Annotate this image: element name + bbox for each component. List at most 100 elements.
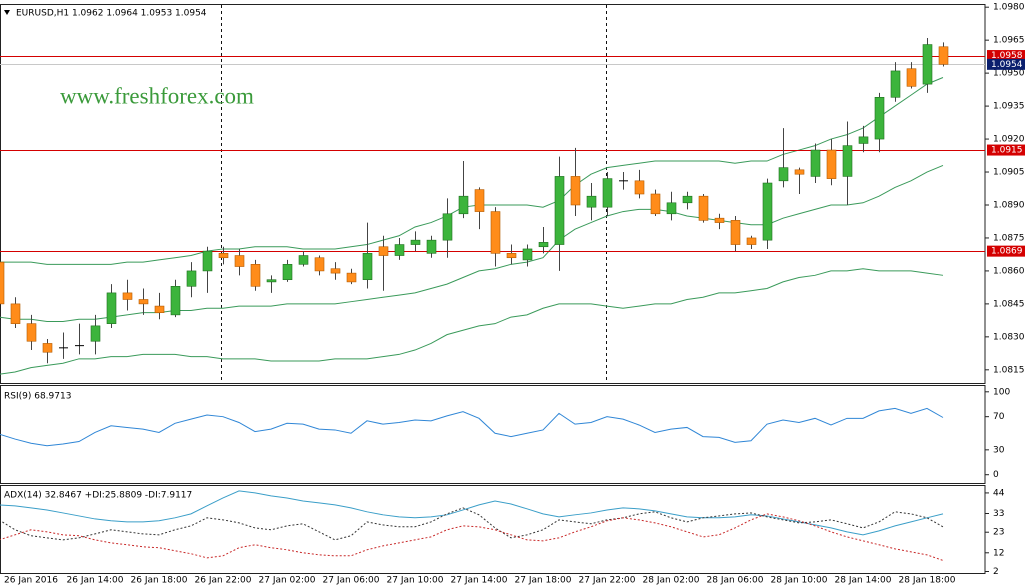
- candle-body: [682, 195, 693, 204]
- candle-body: [138, 299, 149, 305]
- candle-body: [666, 202, 677, 215]
- candle-body: [490, 211, 501, 254]
- candle-body: [314, 257, 325, 272]
- y-tick-label: 1.0890: [993, 200, 1025, 210]
- x-tick-label: 26 Jan 14:00: [67, 576, 124, 586]
- y-tick-label: 12: [993, 548, 1004, 558]
- y-tick-label: 100: [993, 387, 1010, 397]
- y-tick-label: 1.0980: [993, 3, 1025, 13]
- x-tick-label: 28 Jan 18:00: [899, 576, 956, 586]
- candle-body: [394, 244, 405, 256]
- y-tick-label: 33: [993, 509, 1004, 519]
- candle-body: [810, 149, 821, 177]
- y-tick-label: 1.0935: [993, 102, 1025, 112]
- symbol-menu-icon: [4, 10, 10, 15]
- y-tick-label: 1.0905: [993, 168, 1025, 178]
- candle-body: [42, 343, 53, 353]
- candle-body: [762, 182, 773, 241]
- last-price-box: [987, 58, 1025, 70]
- y-tick-label: 1.0845: [993, 299, 1025, 309]
- last-price-label: 1.0954: [991, 60, 1023, 70]
- y-tick-label: 0: [993, 470, 999, 480]
- candle-body: [778, 167, 789, 182]
- candle-body: [794, 169, 805, 175]
- candle-body: [858, 136, 869, 144]
- y-tick-label: 1.0875: [993, 233, 1025, 243]
- x-tick-label: 28 Jan 10:00: [771, 576, 828, 586]
- candle-body: [426, 239, 437, 254]
- rsi-title: RSI(9) 68.9713: [4, 392, 71, 402]
- y-tick-label: 1.0965: [993, 36, 1025, 46]
- level-label-box: [987, 50, 1025, 62]
- x-tick-label: 26 Jan 18:00: [131, 576, 188, 586]
- bollinger-lower: [0, 268, 944, 375]
- candle-body: [378, 246, 389, 256]
- candle-body: [602, 178, 613, 208]
- candle-body: [906, 68, 917, 87]
- candle-body: [570, 176, 581, 206]
- candle-body: [330, 268, 341, 274]
- candle-body: [266, 279, 277, 283]
- chart-title: EURUSD,H1 1.0962 1.0964 1.0953 1.0954: [16, 9, 207, 19]
- candle-body: [154, 305, 165, 313]
- candle-body: [218, 253, 229, 259]
- candle-body: [714, 217, 725, 223]
- indicator-line: [0, 490, 944, 536]
- candle-body: [202, 250, 213, 272]
- candle-body: [0, 261, 5, 305]
- y-tick-label: 2: [993, 567, 999, 577]
- y-tick-label: 30: [993, 445, 1005, 455]
- candle-body: [362, 253, 373, 281]
- indicator-line: [0, 507, 944, 541]
- candle-body: [170, 286, 181, 316]
- x-tick-label: 27 Jan 10:00: [387, 576, 444, 586]
- candle-body: [506, 253, 517, 259]
- candle-body: [10, 303, 21, 324]
- level-label-box: [987, 144, 1025, 156]
- pane-plot: [0, 490, 944, 561]
- adx-pane-frame: [0, 485, 986, 574]
- adx-title: ADX(14) 32.8467 +DI:25.8809 -DI:7.9117: [4, 491, 192, 501]
- candle-body: [746, 237, 757, 245]
- pane-plot: [0, 407, 944, 447]
- candle-body: [26, 323, 37, 342]
- y-tick-label: 44: [993, 488, 1005, 498]
- candle-body: [186, 270, 197, 287]
- candle-body: [474, 189, 485, 212]
- level-label: 1.0869: [991, 247, 1023, 257]
- candle-body: [250, 264, 261, 287]
- candle-body: [874, 97, 885, 140]
- watermark: www.freshforex.com: [60, 83, 254, 108]
- x-tick-label: 27 Jan 14:00: [451, 576, 508, 586]
- candle-body: [650, 193, 661, 215]
- candle-body: [938, 46, 949, 65]
- y-tick-label: 1.0830: [993, 332, 1025, 342]
- candle-body: [922, 44, 933, 85]
- candle-body: [698, 195, 709, 221]
- candle-body: [410, 239, 421, 245]
- candle-body: [586, 195, 597, 208]
- x-tick-label: 27 Jan 06:00: [323, 576, 380, 586]
- y-tick-label: 23: [993, 528, 1004, 538]
- candle-body: [842, 145, 853, 177]
- level-label: 1.0915: [991, 146, 1023, 156]
- y-tick-label: 70: [993, 412, 1005, 422]
- y-tick-label: 1.0950: [993, 69, 1025, 79]
- y-tick-label: 1.0860: [993, 266, 1025, 276]
- indicator-line: [0, 513, 944, 561]
- x-tick-label: 27 Jan 02:00: [259, 576, 316, 586]
- candle-body: [106, 292, 117, 324]
- x-tick-label: 26 Jan 22:00: [195, 576, 252, 586]
- x-tick-label: 27 Jan 22:00: [579, 576, 636, 586]
- candle-body: [522, 248, 533, 261]
- level-label: 1.0958: [991, 51, 1023, 61]
- candle-body: [298, 255, 309, 265]
- x-tick-label: 27 Jan 18:00: [515, 576, 572, 586]
- candle-body: [634, 180, 645, 195]
- candle-body: [234, 255, 245, 267]
- candle-body: [554, 176, 565, 245]
- y-tick-label: 1.0815: [993, 365, 1025, 375]
- y-tick-label: 1.0920: [993, 135, 1025, 145]
- x-tick-label: 28 Jan 02:00: [643, 576, 700, 586]
